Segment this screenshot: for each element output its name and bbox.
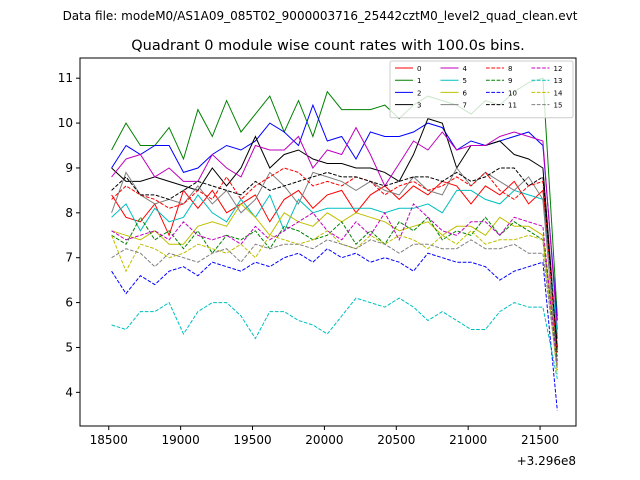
legend-label-13: 13 — [554, 77, 563, 85]
legend-label-3: 3 — [417, 102, 421, 110]
legend-label-1: 1 — [417, 77, 421, 85]
legend-label-9: 9 — [508, 77, 512, 85]
x-tick-label: 19000 — [162, 433, 200, 447]
y-tick-label: 6 — [65, 296, 73, 310]
series-line-15 — [111, 239, 558, 370]
series-line-14 — [111, 230, 558, 375]
y-tick-label: 11 — [58, 71, 73, 85]
series-line-4 — [111, 126, 558, 330]
chart-title: Quadrant 0 module wise count rates with … — [131, 38, 525, 54]
x-offset-label: +3.296e8 — [517, 454, 576, 468]
legend-label-0: 0 — [417, 65, 421, 73]
y-tick-label: 4 — [65, 385, 73, 399]
legend-box — [389, 60, 574, 119]
plot-frame — [79, 57, 577, 427]
legend-label-4: 4 — [463, 65, 468, 73]
plot-area — [111, 77, 558, 411]
legend-label-8: 8 — [508, 65, 512, 73]
series-line-0 — [111, 180, 558, 339]
x-tick-label: 21500 — [521, 433, 559, 447]
y-tick-label: 10 — [58, 116, 73, 130]
series-line-8 — [111, 167, 558, 357]
series-line-11 — [111, 167, 558, 353]
series-line-5 — [111, 189, 558, 335]
y-tick-label: 9 — [65, 161, 73, 175]
series-line-6 — [111, 203, 558, 353]
x-tick-label: 21000 — [449, 433, 487, 447]
series-line-10 — [111, 248, 558, 411]
legend-label-14: 14 — [554, 89, 563, 97]
legend-label-5: 5 — [463, 77, 467, 85]
y-tick-label: 5 — [65, 340, 73, 354]
file-label: Data file: modeM0/AS1A09_085T02_90000037… — [63, 9, 578, 23]
x-tick-label: 20500 — [377, 433, 415, 447]
legend-label-15: 15 — [554, 102, 563, 110]
legend-label-6: 6 — [463, 89, 468, 97]
x-tick-label: 19500 — [233, 433, 271, 447]
series-line-2 — [111, 103, 558, 321]
x-tick-label: 20000 — [305, 433, 343, 447]
x-tick-label: 18500 — [90, 433, 128, 447]
y-tick-label: 7 — [65, 251, 73, 265]
legend-label-2: 2 — [417, 89, 421, 97]
axes: 18500 19000 19500 20000 20500 21000 21500 4 5 6 7 8… — [58, 71, 559, 447]
legend-label-10: 10 — [508, 89, 517, 97]
series-line-12 — [111, 203, 558, 370]
series-line-13 — [111, 297, 558, 379]
legend-label-12: 12 — [554, 65, 563, 73]
legend-label-11: 11 — [508, 102, 517, 110]
legend-label-7: 7 — [463, 102, 467, 110]
series-line-9 — [111, 216, 558, 361]
y-tick-label: 8 — [65, 206, 73, 220]
